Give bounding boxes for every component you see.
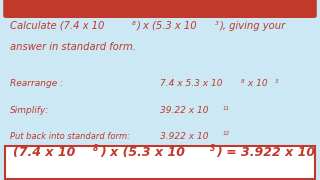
Text: Simplify:: Simplify: — [10, 106, 49, 115]
Text: x 10: x 10 — [245, 79, 268, 88]
Text: ) x (5.3 x 10: ) x (5.3 x 10 — [136, 21, 197, 31]
Text: 11: 11 — [223, 106, 230, 111]
Text: Calculate (7.4 x 10: Calculate (7.4 x 10 — [10, 21, 104, 31]
FancyBboxPatch shape — [5, 146, 315, 179]
Text: 3: 3 — [210, 144, 215, 153]
Text: Put back into standard form:: Put back into standard form: — [10, 132, 130, 141]
FancyBboxPatch shape — [3, 0, 317, 18]
Text: ) = 3.922 x 10: ) = 3.922 x 10 — [217, 146, 316, 159]
Text: ), giving your: ), giving your — [220, 21, 286, 31]
Text: Rearrange :: Rearrange : — [10, 79, 63, 88]
Text: 7.4 x 5.3 x 10: 7.4 x 5.3 x 10 — [160, 79, 222, 88]
Text: 3: 3 — [275, 79, 278, 84]
Text: ) x (5.3 x 10: ) x (5.3 x 10 — [100, 146, 185, 159]
Text: 8: 8 — [93, 144, 99, 153]
Text: 12: 12 — [223, 131, 230, 136]
Text: 3: 3 — [215, 21, 219, 26]
Text: answer in standard form.: answer in standard form. — [10, 42, 135, 52]
Text: 39.22 x 10: 39.22 x 10 — [160, 106, 209, 115]
Text: 8: 8 — [132, 21, 135, 26]
Text: 8: 8 — [241, 79, 244, 84]
Text: (7.4 x 10: (7.4 x 10 — [13, 146, 75, 159]
Text: 3.922 x 10: 3.922 x 10 — [160, 132, 209, 141]
